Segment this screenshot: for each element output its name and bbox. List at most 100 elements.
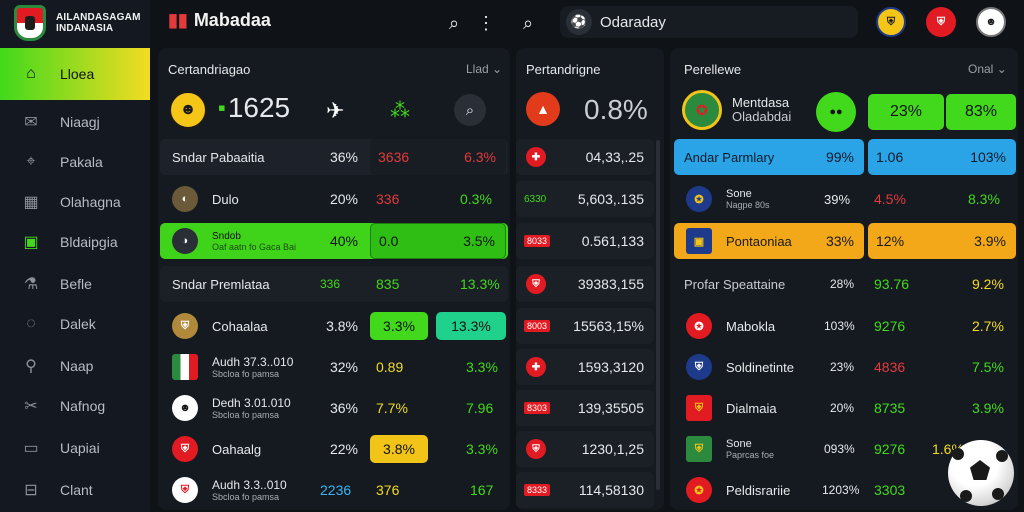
alert-icon: ▲ xyxy=(526,92,560,126)
sidebar-item-label: Befle xyxy=(60,276,92,292)
stat-value: 835 xyxy=(376,276,400,292)
flag-badge-icon[interactable]: ⛨ xyxy=(926,7,956,37)
team-name: Cohaalaa xyxy=(212,318,268,334)
team-name-block: Sndob Oaf aatn fo Gaca Bai xyxy=(212,231,296,252)
team-name: Sone xyxy=(726,188,752,200)
sidebar-item-home[interactable]: ⌂ Lloea xyxy=(0,48,150,100)
search-value: Odaraday xyxy=(600,13,666,31)
zoom-icon[interactable]: ⌕ xyxy=(522,12,534,33)
list-item[interactable]: ⛨ 1230,1,25 xyxy=(516,431,654,467)
stat-value: 99% xyxy=(825,149,854,165)
stat-value: 0.0 xyxy=(379,233,399,249)
club-crest-icon: ◐ xyxy=(172,186,198,212)
chat-icon: ◌ xyxy=(26,315,36,332)
header-team: Mentdasa Oladabdai xyxy=(732,96,791,124)
panel-filter[interactable]: Llad ⌄ xyxy=(466,62,502,76)
nodes-icon: ⁂ xyxy=(390,100,410,122)
sidebar-item-label: Lloea xyxy=(60,66,95,82)
club-crest-icon: ⛨ xyxy=(526,274,546,294)
list-item[interactable]: ✚ 1593,3120 xyxy=(516,349,654,385)
panel-filter[interactable]: Onal ⌄ xyxy=(968,62,1007,76)
list-item[interactable]: 6330 5,603,.135 xyxy=(516,181,654,217)
team-subtitle: Nagpe 80s xyxy=(726,200,770,210)
stat-value: 5,603,.135 xyxy=(577,191,644,207)
avatar[interactable]: ☻ xyxy=(976,7,1006,37)
stat-value: 1230,1,25 xyxy=(581,441,644,457)
sidebar-item-chat[interactable]: ◌ Dalek xyxy=(0,304,150,344)
sidebar-item-document[interactable]: ▣ Bldaipgia xyxy=(0,222,150,262)
table-row[interactable]: Sndar Premlataa 336 835 13.3% xyxy=(160,266,508,302)
list-item[interactable]: ⛨ 39383,155 xyxy=(516,266,654,302)
sidebar-item-tools[interactable]: ✂ Nafnog xyxy=(0,386,150,426)
table-row[interactable]: ✪ Mabokla 103% 9276 2.7% xyxy=(674,308,1016,344)
stat-value: 0.89 xyxy=(376,359,404,375)
stat-value: 4.5% xyxy=(874,191,906,207)
team-name: Dedh 3.01.010 xyxy=(212,396,291,410)
more-vertical-icon[interactable]: ⋮ xyxy=(477,12,495,33)
list-item[interactable]: 8003 15563,15% xyxy=(516,308,654,344)
table-row[interactable]: ◐ Dulo 20% 336 0.3% xyxy=(160,181,508,217)
sidebar-item-calendar[interactable]: ▦ Olahagna xyxy=(0,182,150,222)
list-item[interactable]: 8333 114,58130 xyxy=(516,472,654,508)
shield-icon: ⛨ xyxy=(686,354,712,380)
scrollbar[interactable] xyxy=(656,140,660,490)
table-row[interactable]: Profar Speattaine 28% 93.76 9.2% xyxy=(674,266,1016,302)
header-stat-value: 0.8% xyxy=(584,94,648,125)
logo-line-1: AILANDASAGAM xyxy=(56,12,141,23)
stat-value: 13.3% xyxy=(460,276,500,292)
club-crest-icon: ☻ xyxy=(168,90,208,130)
sidebar-item-pin[interactable]: ⚲ Naap xyxy=(0,346,150,386)
row-tag: 8333 xyxy=(524,484,551,496)
table-row[interactable]: ✪ Peldisrariie 1203% 3303 xyxy=(674,472,1016,508)
table-row-highlight[interactable]: Andar Parmlary 99% xyxy=(674,139,864,175)
club-badge-icon[interactable]: ⛨ xyxy=(876,7,906,37)
stat-value: 0.561,133 xyxy=(581,233,644,249)
sidebar-item-tag[interactable]: ⌖ Pakala xyxy=(0,142,150,182)
table-row[interactable]: ⛨ Oahaalg 22% 3.8% 3.3% xyxy=(160,431,508,467)
list-item[interactable]: 8033 0.561,133 xyxy=(516,223,654,259)
stat-value: 8735 xyxy=(874,400,906,416)
header-stat: ▪ 1625 xyxy=(218,92,290,124)
sidebar-item-label: Nafnog xyxy=(60,398,106,414)
table-row-highlight[interactable]: ◑ Sndob Oaf aatn fo Gaca Bai 40% 0.0 3.5% xyxy=(160,223,508,259)
team-name-block: Sone Nagpe 80s xyxy=(726,188,770,210)
table-row[interactable]: ✪ Sone Nagpe 80s 39% 4.5% 8.3% xyxy=(674,181,1016,217)
stat-value: 114,58130 xyxy=(578,482,644,498)
table-row[interactable]: ⛨ Audh 3.3..010 Sbcloa fo pamsa 2236 376 … xyxy=(160,472,508,508)
table-row-highlight[interactable]: ▣ Pontaoniaa 33% xyxy=(674,223,864,259)
search-bar[interactable]: ⚽ Odaraday xyxy=(560,6,858,38)
panel-filter-label: Llad xyxy=(466,62,489,76)
header-stat-value: 1625 xyxy=(227,92,291,123)
search-icon[interactable]: ⌕ xyxy=(448,12,460,33)
team-name: Pontaoniaa xyxy=(726,233,792,249)
calendar-icon: ▦ xyxy=(23,194,39,211)
sidebar-item-mail[interactable]: ✉ Niaagj xyxy=(0,102,150,142)
sidebar-item-label: Dalek xyxy=(60,316,96,332)
table-row[interactable]: ⛨ Soldinetinte 23% 4836 7.5% xyxy=(674,349,1016,385)
sidebar-item-flask[interactable]: ⚗ Befle xyxy=(0,264,150,304)
table-row[interactable]: ⛨ Dialmaia 20% 8735 3.9% xyxy=(674,390,1016,426)
club-crest-icon: ▣ xyxy=(686,228,712,254)
list-item[interactable]: ✚ 04,33,.25 xyxy=(516,139,654,175)
list-item[interactable]: 8303 139,35505 xyxy=(516,390,654,426)
sidebar-item-label: Uapiai xyxy=(60,440,100,456)
stat-value: 376 xyxy=(376,482,400,498)
table-row[interactable]: Audh 37.3..010 Sbcloa fo pamsa 32% 0.89 3… xyxy=(160,349,508,385)
search-icon[interactable]: ⌕ xyxy=(454,94,486,126)
table-row[interactable]: Sndar Pabaaitia 36% 3636 6.3% xyxy=(160,139,508,175)
plane-icon: ✈ xyxy=(326,98,345,123)
table-row[interactable]: ☻ Dedh 3.01.010 Sbcloa fo pamsa 36% 7.7% … xyxy=(160,390,508,426)
pin-icon: ⚲ xyxy=(25,358,37,375)
club-crest-icon: ✪ xyxy=(686,186,712,212)
stat-value: 0.3% xyxy=(460,191,492,207)
club-crest-icon: ✪ xyxy=(682,90,722,130)
sidebar-item-card[interactable]: ⊟ Clant xyxy=(0,470,150,510)
app-logo[interactable]: AILANDASAGAM INDANASIA xyxy=(0,0,150,46)
sidebar-item-label: Bldaipgia xyxy=(60,234,118,250)
team-name-block: Dedh 3.01.010 Sbcloa fo pamsa xyxy=(212,396,291,420)
stat-cell: 12% 3.9% xyxy=(868,223,1016,259)
table-row[interactable]: ⛨ Cohaalaa 3.8% 3.3% 13.3% xyxy=(160,308,508,344)
brand[interactable]: ▮▮ Mabadaa xyxy=(168,10,271,31)
logo-badge-icon: ●● xyxy=(816,92,856,132)
sidebar-item-message[interactable]: ▭ Uapiai xyxy=(0,428,150,468)
